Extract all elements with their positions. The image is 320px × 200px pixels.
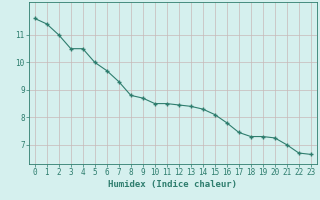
X-axis label: Humidex (Indice chaleur): Humidex (Indice chaleur) xyxy=(108,180,237,189)
